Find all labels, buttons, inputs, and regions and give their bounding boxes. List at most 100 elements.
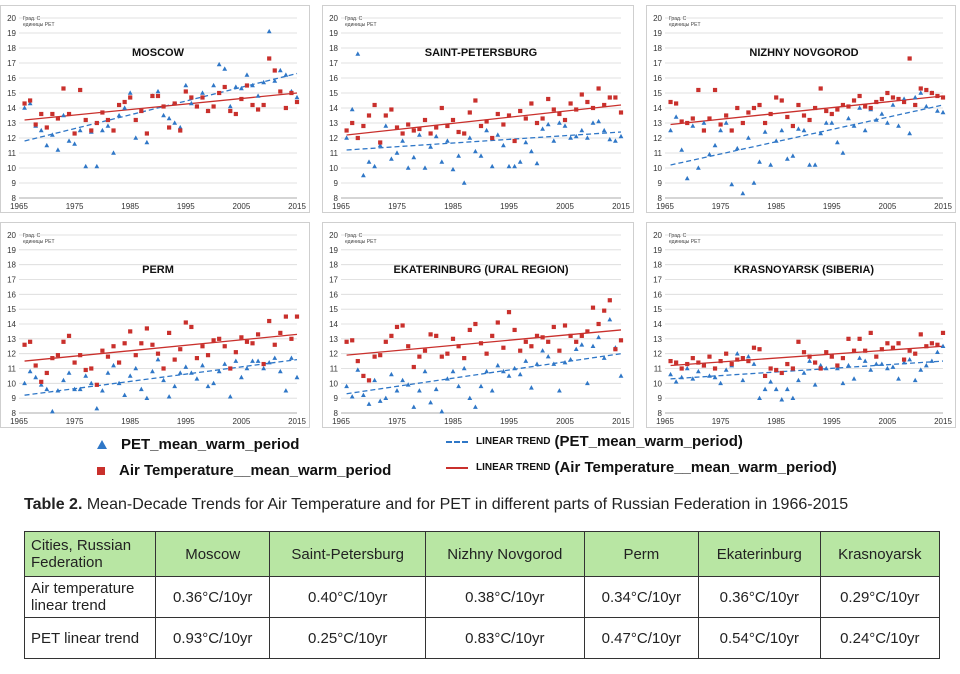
- air-temperature-point: [22, 342, 27, 347]
- air-temperature-point: [111, 344, 116, 349]
- pet-point: [366, 159, 372, 164]
- pet-point: [684, 175, 690, 181]
- pet-point: [411, 154, 417, 160]
- air-temperature-point: [540, 335, 545, 340]
- pet-point: [456, 153, 461, 158]
- pet-point: [216, 61, 222, 67]
- pet-point: [349, 106, 355, 112]
- units-label: единицы PET: [669, 239, 701, 245]
- air-temperature-point: [685, 120, 690, 126]
- air-temperature-point: [868, 105, 873, 111]
- air-temperature-point: [155, 93, 161, 99]
- air-temperature-point: [278, 330, 283, 335]
- chart-panel-perm: 8 9 10 11 12 13 14 15 16 17 18 19 20 1965 1975 1985 1995…: [0, 222, 310, 428]
- air-temperature-point: [785, 361, 790, 367]
- chart-panel-saint-petersburg: 8 9 10 11 12 13 14 15 16 17 18 19 20 1965 1975 1985 1995…: [322, 5, 634, 213]
- table-cell: 0.36°C/10yr: [698, 576, 821, 618]
- air-temperature-point: [473, 321, 478, 327]
- table-header-cell: Moscow: [154, 531, 271, 577]
- legend-label-pet-points: PET_mean_warm_period: [121, 436, 300, 453]
- y-tick-label: 11: [654, 149, 663, 158]
- air-temperature-point: [918, 332, 923, 337]
- chart-moscow: 8 9 10 11 12 13 14 15 16 17 18 19 20 1965 1975 1985 1995…: [7, 14, 306, 211]
- air-temperature-point: [167, 330, 172, 335]
- y-tick-label: 16: [653, 290, 662, 299]
- chart-title: EKATERINBURG (URAL REGION): [394, 264, 569, 276]
- pet-point: [712, 374, 718, 380]
- air-temperature-point: [807, 354, 812, 359]
- pet-point: [796, 126, 801, 131]
- pet-point: [439, 159, 445, 164]
- pet-point: [718, 380, 723, 386]
- pet-point: [601, 355, 607, 360]
- pet-point: [790, 395, 796, 400]
- air-temperature-point: [924, 344, 929, 349]
- pet-point: [879, 111, 885, 116]
- pet-point: [673, 379, 679, 384]
- air-temperature-point: [607, 298, 612, 303]
- pet-point: [812, 382, 818, 387]
- air-temperature-point: [813, 105, 818, 111]
- air-temperature-point: [896, 341, 901, 346]
- y-tick-label: 10: [329, 379, 338, 388]
- pet-point: [111, 150, 116, 155]
- pet-point: [433, 133, 439, 139]
- x-tick-label: 1965: [332, 202, 350, 211]
- pet-point: [923, 362, 929, 368]
- air-temperature-point: [501, 122, 506, 127]
- pet-point: [918, 367, 924, 372]
- chart-legend: PET_mean_warm_period Air Temperature__me…: [0, 428, 960, 484]
- pet-point: [557, 120, 562, 125]
- y-tick-label: 17: [653, 276, 662, 285]
- pet-point: [255, 93, 261, 98]
- air-temperature-point: [200, 95, 205, 100]
- air-temperature-point: [89, 366, 94, 371]
- pet-point: [562, 359, 568, 365]
- pet-point: [890, 102, 896, 107]
- pet-point: [49, 408, 55, 414]
- x-tick-label: 1985: [121, 202, 139, 211]
- pet-point: [227, 103, 233, 109]
- pet-point: [133, 365, 139, 371]
- pet-point: [885, 120, 890, 125]
- pet-point: [122, 392, 128, 397]
- air-trend-line: [346, 104, 622, 136]
- x-tick-label: 1975: [712, 202, 730, 211]
- air-temperature-point: [762, 120, 768, 126]
- chart-panel-ekaterinburg: 8 9 10 11 12 13 14 15 16 17 18 19 20 1965 1975 1985 1995…: [322, 222, 634, 428]
- y-tick-label: 14: [653, 320, 662, 329]
- table-caption: Table 2. Mean-Decade Trends for Air Temp…: [24, 496, 848, 514]
- pet-point: [723, 367, 729, 372]
- air-temperature-point: [534, 333, 540, 338]
- pet-point: [540, 126, 545, 131]
- y-tick-label: 9: [334, 394, 339, 403]
- pet-point: [144, 139, 150, 145]
- y-tick-label: 17: [7, 59, 16, 68]
- air-temperature-point: [128, 95, 133, 100]
- pet-point: [272, 355, 278, 360]
- chart-ekaterinburg: 8 9 10 11 12 13 14 15 16 17 18 19 20 1965 1975 1985 1995…: [329, 231, 630, 426]
- x-tick-label: 1965: [10, 417, 28, 426]
- pet-point: [935, 108, 940, 113]
- pet-point: [512, 163, 517, 169]
- pet-point: [751, 180, 757, 185]
- air-temperature-point: [668, 99, 673, 105]
- air-temperature-point: [267, 56, 272, 61]
- x-tick-label: 2005: [556, 417, 574, 426]
- pet-point: [233, 84, 239, 89]
- air-temperature-point: [529, 101, 534, 106]
- air-temperature-point: [445, 351, 450, 356]
- chart-title: SAINT-PETERSBURG: [425, 47, 537, 59]
- pet-point: [517, 371, 523, 377]
- y-tick-label: 20: [653, 231, 662, 240]
- chart-title: PERM: [142, 264, 174, 276]
- pet-point: [784, 156, 790, 161]
- y-tick-label: 16: [653, 74, 662, 83]
- pet-point: [433, 386, 439, 392]
- pet-point: [222, 66, 228, 71]
- y-tick-label: 20: [329, 14, 338, 23]
- pet-point: [289, 355, 294, 360]
- air-temperature-point: [590, 105, 596, 111]
- pet-point: [573, 346, 579, 352]
- air-temperature-point: [100, 110, 105, 115]
